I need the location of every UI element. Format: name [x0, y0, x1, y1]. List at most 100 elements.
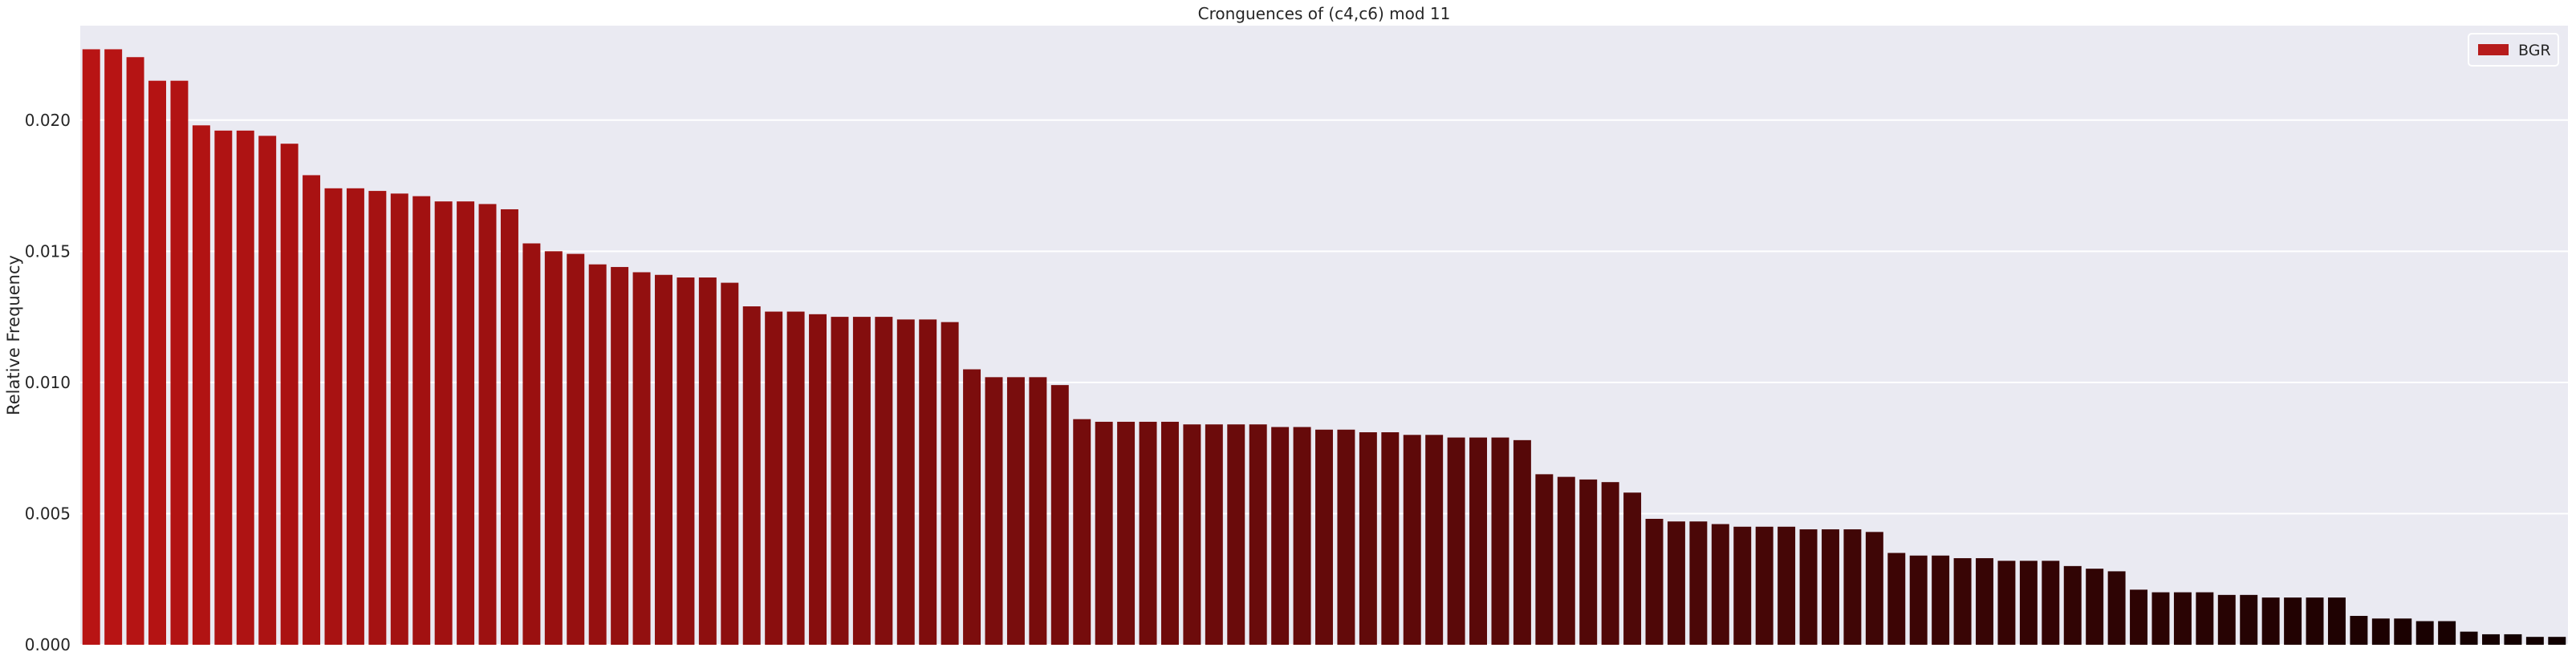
- bars: [82, 49, 2566, 646]
- y-tick-label: 0.015: [25, 241, 71, 261]
- bar: [742, 306, 761, 645]
- bar: [786, 311, 805, 645]
- bar: [2130, 589, 2148, 645]
- y-tick-label: 0.005: [25, 504, 71, 523]
- bar: [1953, 558, 1972, 645]
- bar: [1029, 377, 1047, 645]
- bar: [1623, 492, 1642, 645]
- bar: [941, 322, 959, 645]
- bar: [1689, 521, 1708, 645]
- bar: [478, 204, 497, 645]
- bar: [2261, 597, 2280, 645]
- bar: [2306, 597, 2324, 645]
- bar: [2063, 565, 2082, 645]
- bar: [236, 130, 254, 646]
- bar: [280, 144, 299, 645]
- legend: BGR: [2468, 33, 2559, 67]
- bar: [1711, 524, 1729, 645]
- bar: [2240, 594, 2258, 645]
- bar: [1359, 432, 1377, 645]
- chart-title: Cronguences of (c4,c6) mod 11: [1198, 4, 1451, 23]
- bar: [2350, 616, 2368, 645]
- bar: [1887, 553, 1906, 645]
- bar: [170, 80, 189, 645]
- bar: [214, 130, 233, 646]
- bar: [368, 191, 387, 645]
- bar: [611, 266, 629, 645]
- bar: [522, 243, 541, 645]
- bar: [2482, 634, 2500, 645]
- y-tick-label: 0.000: [25, 635, 71, 654]
- bar: [1381, 432, 1400, 645]
- y-tick-label: 0.020: [25, 111, 71, 130]
- bar: [192, 125, 210, 645]
- bar: [1073, 419, 1091, 645]
- bar: [1667, 521, 1685, 645]
- bar: [2284, 597, 2302, 645]
- bar: [1315, 429, 1333, 645]
- bar: [896, 319, 915, 645]
- bar: [500, 209, 518, 646]
- bar: [2173, 592, 2192, 645]
- bar: [1469, 437, 1488, 645]
- bar: [875, 317, 893, 645]
- bar: [1601, 482, 1619, 645]
- bar: [1645, 518, 1664, 645]
- bar: [721, 282, 739, 645]
- bar: [1117, 421, 1136, 645]
- bar: [1755, 526, 1774, 645]
- bar: [1249, 424, 1267, 645]
- bar: [303, 175, 321, 645]
- y-axis-ticks: 0.000 0.005 0.010 0.015 0.020: [25, 111, 71, 654]
- bar: [1976, 558, 1993, 645]
- bar: [2042, 561, 2060, 645]
- bar: [1909, 555, 1928, 645]
- bar: [1139, 421, 1157, 645]
- bar: [2548, 637, 2566, 645]
- bar: [919, 319, 937, 645]
- bar: [1160, 421, 1179, 645]
- bar: [588, 264, 607, 645]
- bar: [1865, 532, 1883, 645]
- bar: [1050, 385, 1069, 645]
- bar: [2217, 594, 2236, 645]
- bar: [1337, 429, 1355, 645]
- bar: [567, 253, 585, 645]
- bar: [148, 80, 166, 645]
- bar: [1271, 427, 1290, 645]
- bar: [831, 317, 849, 645]
- bar: [1447, 437, 1465, 645]
- bar: [412, 196, 431, 645]
- bar: [2196, 592, 2214, 645]
- bar: [2504, 634, 2522, 645]
- bar: [1778, 526, 1796, 645]
- bar: [2460, 631, 2478, 645]
- bar: [1183, 424, 1201, 645]
- y-tick-label: 0.010: [25, 373, 71, 392]
- bar: [2327, 597, 2346, 645]
- bar: [2151, 592, 2170, 645]
- bar: [655, 274, 672, 645]
- bar: [1006, 377, 1025, 645]
- bar: [985, 377, 1003, 645]
- bar: [1997, 561, 2016, 645]
- bar: [1799, 529, 1818, 645]
- bar: [963, 369, 981, 645]
- bar: [1733, 526, 1752, 645]
- bar: [1822, 529, 1839, 645]
- y-axis-label: Relative Frequency: [4, 255, 23, 415]
- bar: [2394, 618, 2412, 645]
- bar: [1843, 529, 1862, 645]
- bar: [2438, 621, 2456, 645]
- bar: [104, 49, 123, 645]
- bar: [2019, 561, 2038, 645]
- bar: [1293, 427, 1311, 645]
- bar: [1403, 435, 1421, 645]
- bar: [390, 193, 408, 646]
- bar: [1557, 476, 1575, 645]
- bar: [1425, 435, 1444, 645]
- bar: [1535, 474, 1554, 645]
- bar: [809, 314, 827, 645]
- bar: [765, 311, 783, 645]
